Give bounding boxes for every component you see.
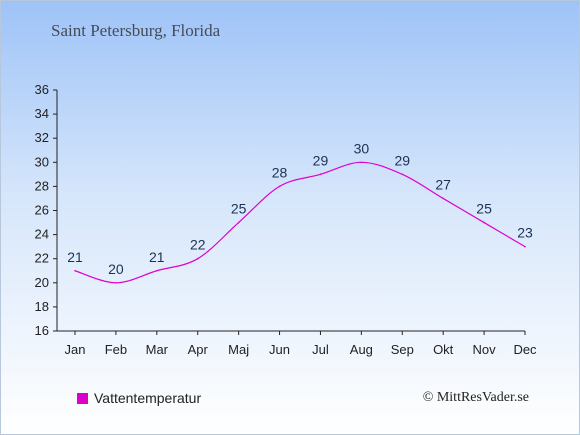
y-tick-label: 18 bbox=[35, 299, 49, 314]
x-tick-label: Dec bbox=[513, 342, 537, 357]
data-label: 28 bbox=[272, 164, 288, 180]
x-tick-label: Jul bbox=[312, 342, 329, 357]
y-tick-label: 20 bbox=[35, 275, 49, 290]
data-label: 25 bbox=[476, 201, 492, 217]
x-tick-label: Apr bbox=[188, 342, 209, 357]
data-label: 25 bbox=[231, 201, 247, 217]
legend: Vattentemperatur bbox=[77, 390, 201, 406]
data-point bbox=[442, 197, 444, 200]
data-point bbox=[360, 161, 363, 164]
y-tick-label: 28 bbox=[35, 178, 49, 193]
series-line bbox=[74, 161, 526, 284]
data-label: 20 bbox=[108, 261, 124, 277]
y-tick-label: 24 bbox=[35, 227, 49, 242]
x-tick-label: Nov bbox=[473, 342, 497, 357]
data-label: 21 bbox=[149, 249, 165, 265]
y-tick-label: 26 bbox=[35, 203, 49, 218]
data-label: 21 bbox=[67, 249, 83, 265]
x-tick-label: Maj bbox=[228, 342, 249, 357]
data-label: 23 bbox=[517, 225, 533, 241]
data-point bbox=[524, 245, 526, 248]
x-tick-label: Sep bbox=[391, 342, 414, 357]
data-point bbox=[278, 185, 281, 188]
chart-title: Saint Petersburg, Florida bbox=[51, 21, 221, 40]
y-tick-label: 34 bbox=[35, 106, 49, 121]
data-point bbox=[237, 221, 240, 224]
data-label: 30 bbox=[354, 140, 370, 156]
data-point bbox=[74, 269, 76, 272]
data-label: 27 bbox=[435, 176, 451, 192]
credit-text: © MittResVader.se bbox=[422, 390, 529, 405]
data-label: 22 bbox=[190, 237, 206, 253]
x-tick-label: Jan bbox=[65, 342, 86, 357]
data-point bbox=[196, 257, 199, 260]
y-tick-label: 36 bbox=[35, 82, 49, 97]
x-tick-label: Okt bbox=[433, 342, 454, 357]
data-label: 29 bbox=[394, 152, 410, 168]
data-point bbox=[156, 269, 158, 272]
x-tick-label: Mar bbox=[146, 342, 169, 357]
data-label: 29 bbox=[313, 152, 329, 168]
legend-label: Vattentemperatur bbox=[94, 390, 202, 406]
y-tick-label: 22 bbox=[35, 251, 49, 266]
data-point bbox=[401, 173, 404, 176]
y-tick-label: 16 bbox=[35, 323, 49, 338]
y-tick-label: 30 bbox=[35, 154, 49, 169]
data-point bbox=[115, 282, 117, 284]
data-point bbox=[483, 221, 485, 224]
y-tick-label: 32 bbox=[35, 130, 49, 145]
data-point bbox=[319, 173, 322, 176]
x-tick-label: Jun bbox=[269, 342, 290, 357]
legend-swatch bbox=[77, 392, 88, 404]
x-tick-label: Aug bbox=[350, 342, 373, 357]
x-tick-label: Feb bbox=[105, 342, 127, 357]
